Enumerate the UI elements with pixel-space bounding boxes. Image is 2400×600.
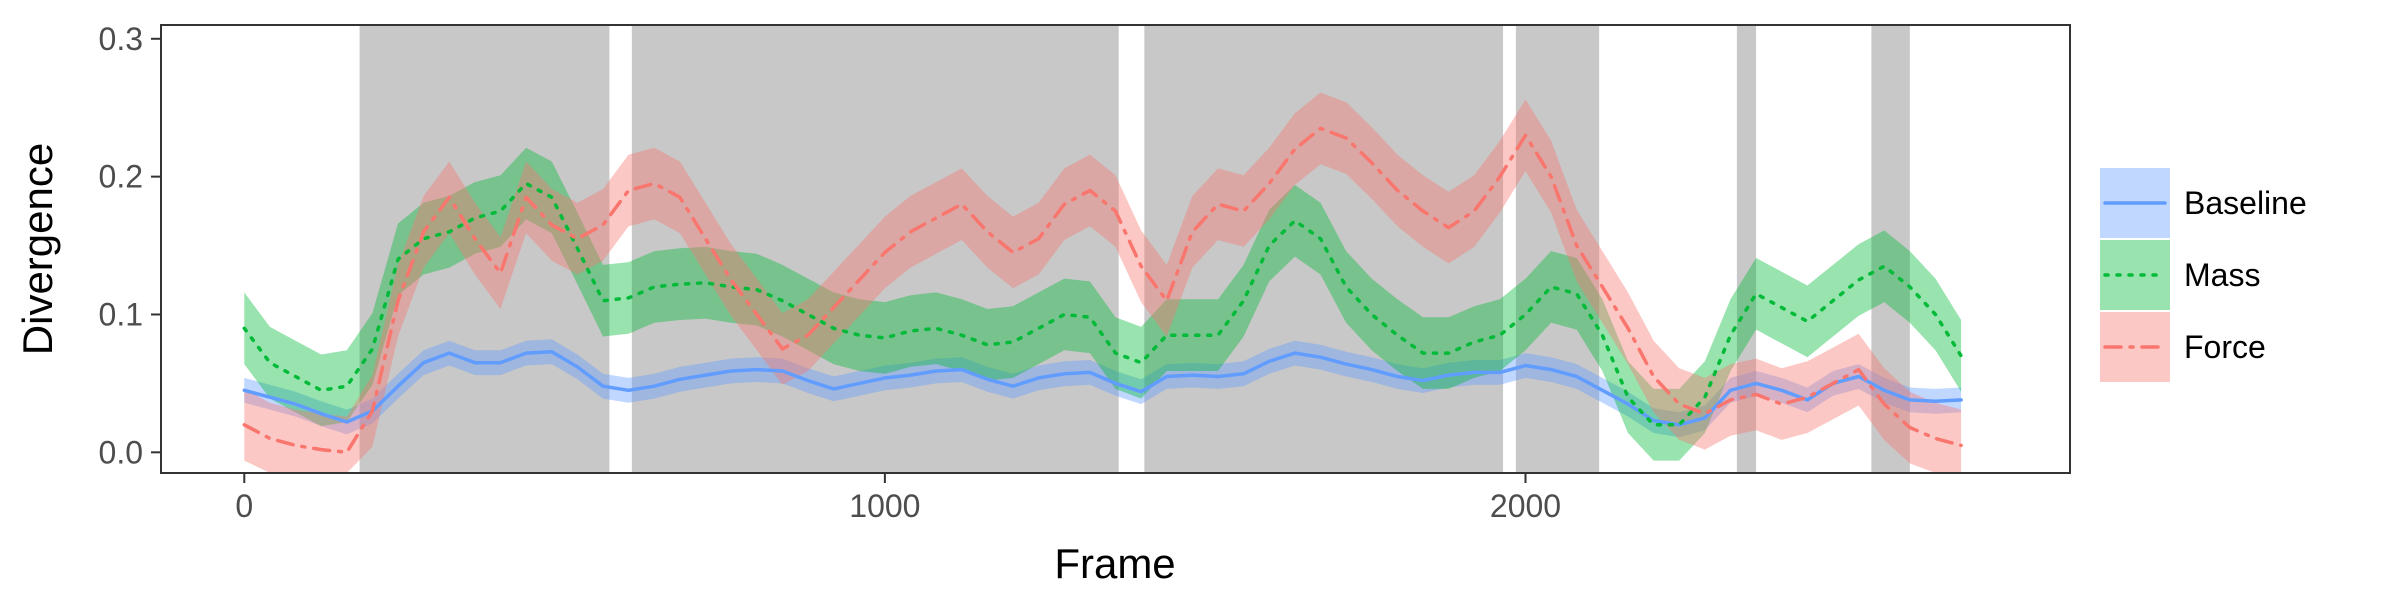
line-mass: [242, 181, 1963, 427]
shaded-regions: [359, 25, 1910, 473]
x-tick-label: 1000: [849, 488, 920, 524]
y-tick-label: 0.3: [99, 21, 143, 57]
line-force: [242, 126, 1963, 455]
y-tick-label: 0.1: [99, 296, 143, 332]
legend: Baseline Mass Force: [2100, 168, 2307, 382]
legend-item-baseline: Baseline: [2100, 168, 2307, 238]
line-baseline: [242, 349, 1963, 427]
x-axis: 0 1000 2000: [235, 473, 1561, 524]
series-lines: [242, 126, 1963, 455]
legend-label: Force: [2184, 329, 2266, 365]
confidence-bands: [244, 92, 1962, 473]
band-baseline: [244, 339, 1962, 438]
band-force: [244, 92, 1962, 473]
legend-label: Mass: [2184, 257, 2260, 293]
legend-item-force: Force: [2100, 312, 2266, 382]
shaded-region-4: [1515, 25, 1600, 473]
legend-item-mass: Mass: [2100, 240, 2260, 310]
y-axis-title: Divergence: [14, 143, 61, 355]
y-axis: 0.0 0.1 0.2 0.3: [99, 21, 161, 470]
legend-key-mass: [2100, 240, 2170, 310]
y-tick-label: 0.2: [99, 159, 143, 195]
plot-panel-border: [160, 24, 2071, 474]
x-axis-title: Frame: [1054, 540, 1175, 587]
shaded-region-3: [1144, 25, 1504, 473]
shaded-region-5: [1736, 25, 1757, 473]
y-tick-label: 0.0: [99, 434, 143, 470]
x-tick-label: 0: [235, 488, 253, 524]
x-tick-label: 2000: [1490, 488, 1561, 524]
band-mass: [244, 147, 1962, 461]
legend-label: Baseline: [2184, 185, 2307, 221]
